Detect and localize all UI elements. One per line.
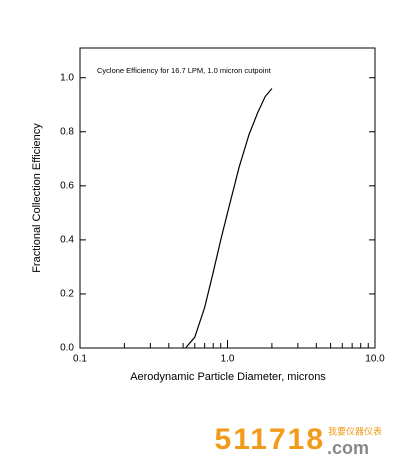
y-tick-label: 0.4 (60, 235, 74, 246)
watermark-domain: .com (327, 438, 369, 458)
y-axis-label: Fractional Collection Efficiency (31, 123, 43, 273)
plot-frame (79, 47, 376, 349)
x-axis-label: Aerodynamic Particle Diameter, microns (130, 371, 326, 383)
x-tick-label: 10.0 (365, 354, 385, 365)
watermark-site: 我要仪器仪表 (328, 425, 382, 436)
y-tick-label: 0.8 (60, 126, 74, 137)
annotation: Cyclone Efficiency for 16.7 LPM, 1.0 mic… (97, 66, 272, 75)
y-tick-label: 0.6 (60, 180, 74, 191)
x-tick-label: 1.0 (221, 354, 235, 365)
y-tick-label: 1.0 (60, 72, 74, 83)
x-tick-label: 0.1 (73, 354, 87, 365)
curve (185, 88, 273, 349)
y-tick-label: 0.2 (60, 289, 74, 300)
y-tick-label: 0.0 (60, 343, 74, 354)
watermark-number: 511718 (215, 423, 325, 456)
